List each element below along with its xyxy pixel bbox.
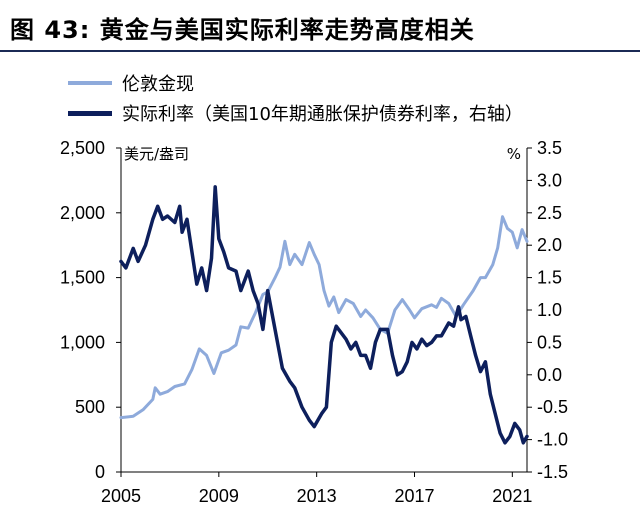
x-tick-label: 2017 (394, 486, 434, 506)
right-tick-label: 2.5 (537, 203, 562, 223)
right-axis-unit: % (507, 145, 521, 163)
left-axis-unit: 美元/盎司 (124, 145, 189, 163)
left-tick-label: 2,500 (60, 138, 105, 158)
title-bar: 图 43: 黄金与美国实际利率走势高度相关 (0, 0, 640, 52)
axes-group: 0 500 1,000 1,500 2,000 2,500 -1.5 -1.0 -0.5 0.0 0… (60, 138, 568, 506)
right-tick-label: 3.5 (537, 138, 562, 158)
right-tick-label: 2.0 (537, 235, 562, 255)
left-tick-label: 1,000 (60, 332, 105, 352)
right-tick-label: 3.0 (537, 170, 562, 190)
left-tick-label: 2,000 (60, 203, 105, 223)
left-tick-label: 0 (95, 462, 105, 482)
legend-swatch-gold (68, 81, 112, 85)
x-tick-label: 2021 (492, 486, 532, 506)
legend-label-real-rate: 实际利率（美国10年期通胀保护债券利率，右轴） (122, 104, 523, 125)
right-tick-label: 1.5 (537, 268, 562, 288)
right-tick-label: -1.5 (537, 462, 568, 482)
figure-title: 图 43: 黄金与美国实际利率走势高度相关 (10, 16, 475, 44)
series-group (119, 185, 529, 445)
legend-label-gold: 伦敦金现 (122, 74, 194, 95)
chart-legend: 伦敦金现 实际利率（美国10年期通胀保护债券利率，右轴） (68, 70, 523, 130)
right-tick-label: 0.5 (537, 332, 562, 352)
x-tick-label: 2013 (297, 486, 337, 506)
x-tick-label: 2009 (199, 486, 239, 506)
legend-swatch-real-rate (68, 110, 112, 116)
gold-price-line (119, 215, 529, 420)
real-rate-line (119, 185, 529, 445)
title-rule (0, 50, 640, 52)
right-tick-label: 1.0 (537, 300, 562, 320)
right-tick-label: -1.0 (537, 430, 568, 450)
legend-item-gold: 伦敦金现 (68, 70, 523, 96)
x-tick-label: 2005 (101, 486, 141, 506)
left-tick-label: 1,500 (60, 268, 105, 288)
right-tick-label: 0.0 (537, 365, 562, 385)
right-tick-label: -0.5 (537, 397, 568, 417)
left-tick-label: 500 (75, 397, 105, 417)
legend-item-real-rate: 实际利率（美国10年期通胀保护债券利率，右轴） (68, 100, 523, 126)
